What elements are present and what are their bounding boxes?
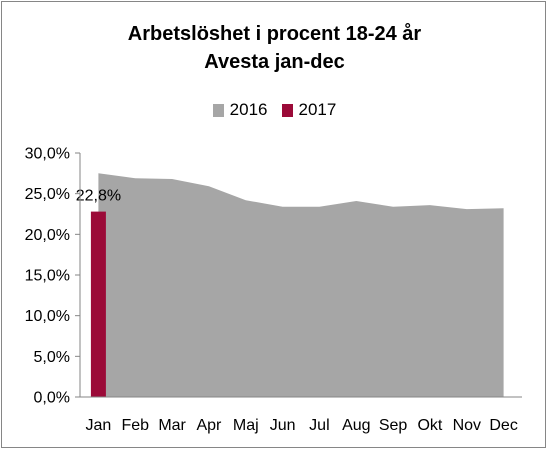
legend-item-2017: 2017 (281, 100, 337, 120)
chart-title-line1: Arbetslöshet i procent 18-24 år (127, 23, 422, 45)
legend-swatch-2016 (212, 103, 224, 117)
y-tick-label: 5,0% (34, 349, 70, 366)
bar-2017-jan (90, 211, 106, 397)
area-series-2016 (98, 173, 504, 397)
chart-title: Arbetslöshet i procent 18-24 år Avesta j… (0, 20, 549, 76)
x-tick-label-jul: Jul (309, 417, 329, 434)
chart-legend: 2016 2017 (0, 100, 549, 120)
y-tick-label: 30,0% (25, 146, 70, 163)
y-tick-label: 15,0% (25, 268, 70, 285)
data-label-2017-jan: 22,8% (76, 188, 121, 205)
x-tick-label-apr: Apr (196, 417, 222, 434)
legend-label-2016: 2016 (229, 100, 268, 119)
legend-swatch-2017 (281, 103, 293, 117)
legend-item-2016: 2016 (212, 100, 268, 120)
chart-subtitle: Avesta jan-dec (204, 51, 345, 73)
y-tick-label: 0,0% (34, 390, 70, 407)
x-tick-label-sep: Sep (379, 417, 408, 434)
x-tick-label-jun: Jun (270, 417, 296, 434)
x-tick-label-mar: Mar (158, 417, 186, 434)
x-tick-label-jan: Jan (86, 417, 112, 434)
x-tick-label-nov: Nov (453, 417, 481, 434)
y-tick-label: 10,0% (25, 308, 70, 325)
y-tick-label: 20,0% (25, 227, 70, 244)
x-tick-label-dec: Dec (489, 417, 517, 434)
y-tick-label: 25,0% (25, 186, 70, 203)
x-tick-label-feb: Feb (122, 417, 150, 434)
x-tick-label-okt: Okt (417, 417, 442, 434)
x-tick-label-maj: Maj (233, 417, 259, 434)
x-tick-label-aug: Aug (342, 417, 370, 434)
legend-label-2017: 2017 (298, 100, 337, 119)
